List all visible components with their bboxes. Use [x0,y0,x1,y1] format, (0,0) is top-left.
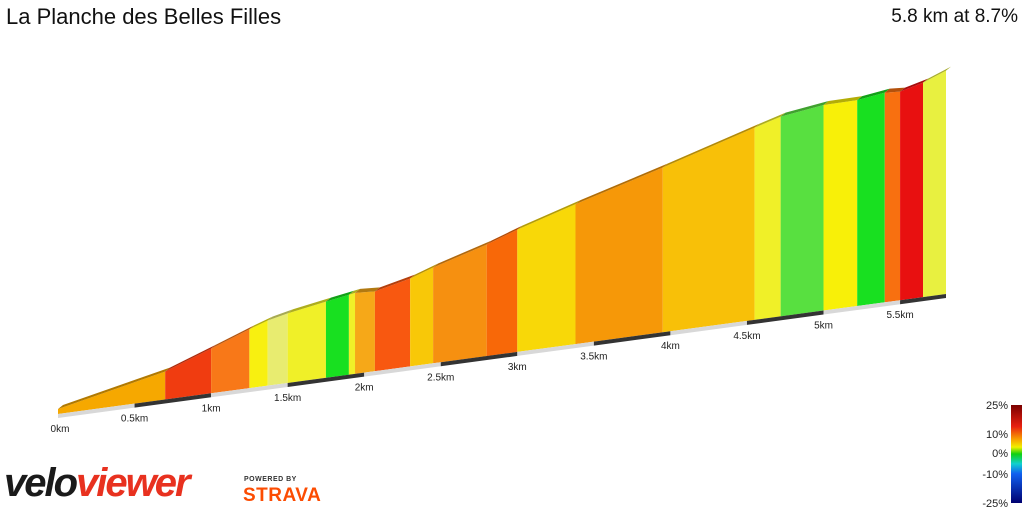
profile-segment-ridge [249,316,273,330]
page-title: La Planche des Belles Filles [6,4,282,29]
profile-segment-ridge [486,225,523,245]
profile-segment-ridge [662,123,760,168]
profile-segment [433,244,487,364]
profile-segment [575,167,663,345]
baseline-band [287,372,365,387]
baseline-band [211,382,288,398]
distance-tick-label: 3.5km [580,352,607,363]
profile-segment-ridge [884,87,906,93]
profile-segment [823,100,858,311]
legend-label-minus-25: -25% [982,498,1008,510]
profile-segment-ridge [900,78,929,92]
logo-text-viewer: viewer [76,461,191,505]
distance-tick-label: 0km [51,424,70,435]
legend-label-25: 25% [986,400,1008,412]
profile-segment [780,105,824,317]
distance-tick-label: 0.5km [121,414,148,425]
profile-segment [517,204,576,352]
profile-segment [900,82,924,301]
gradient-legend-bar [1011,405,1022,503]
strava-logo-icon[interactable]: STRAVA [243,485,322,506]
climb-summary: 5.8 km at 8.7% [891,6,1018,27]
baseline-band [823,300,901,315]
profile-segment [884,91,901,303]
profile-segment-ridge [433,240,492,268]
distance-tick-label: 5.5km [886,310,913,321]
profile-segment [249,320,268,389]
baseline-band [900,294,946,305]
distance-tick-label: 2.5km [427,372,454,383]
profile-segment [754,116,781,320]
profile-segment-ridge [923,66,951,83]
distance-tick-label: 1km [202,403,221,414]
profile-segment [58,371,166,414]
baseline-band [670,320,747,336]
profile-segment [374,278,411,372]
profile-segment-ridge [754,112,786,128]
baseline-band [364,362,441,377]
profile-segment-ridge [211,325,255,349]
profile-segment [923,70,946,298]
profile-segment [267,313,288,386]
profile-segment-ridge [165,344,217,372]
distance-tick-label: 4.5km [733,331,760,342]
distance-tick-label: 3km [508,362,527,373]
baseline-band [58,403,135,418]
powered-by-label: POWERED BY [244,476,297,483]
profile-segment-ridge [325,290,354,302]
profile-segment-ridge [410,263,439,279]
distance-tick-label: 2km [355,383,374,394]
profile-segment-ridge [348,288,361,295]
veloviewer-logo-icon[interactable]: veloviewer [4,458,191,508]
profile-segment [410,267,434,367]
logo-text-velo: velo [4,461,78,505]
profile-segment [287,301,326,383]
legend-label-10: 10% [986,429,1008,441]
baseline-band [440,351,518,367]
profile-segment-ridge [58,367,171,409]
profile-segment [486,229,518,357]
profile-segment-ridge [857,88,890,101]
distance-tick-label: 4km [661,341,680,352]
baseline-band [517,341,594,356]
distance-tick-label: 1.5km [274,393,301,404]
profile-segment-ridge [517,200,581,230]
profile-segment [325,294,349,378]
distance-tick-label: 5km [814,321,833,332]
profile-segment [348,292,356,375]
profile-segment-ridge [267,309,293,321]
distance-tick-labels: 0km 0.5km 1km 1.5km 2km 2.5km 3km 3.5km 4km 4.5km… [51,310,914,435]
profile-segment [211,329,250,394]
baseline-band [134,393,212,408]
profile-segment [857,92,885,306]
profile-segment [355,291,375,374]
profile-segment [662,127,755,333]
profile-segment [165,348,212,400]
profile-segment-ridge [374,274,416,292]
profile-segment-ridge [287,297,331,314]
distance-baseline [58,294,946,418]
profile-segment-ridge [575,163,668,205]
profile-segment-ridge [823,96,863,106]
baseline-band [746,310,824,325]
profile-segments [58,66,951,414]
gradient-legend: 25% 10% 0% -10% -25% [982,400,1022,510]
legend-label-minus-10: -10% [982,469,1008,481]
baseline-band [593,331,671,346]
profile-segment-ridge [780,101,829,117]
legend-label-0: 0% [992,448,1008,460]
profile-segment-ridge [355,287,380,293]
